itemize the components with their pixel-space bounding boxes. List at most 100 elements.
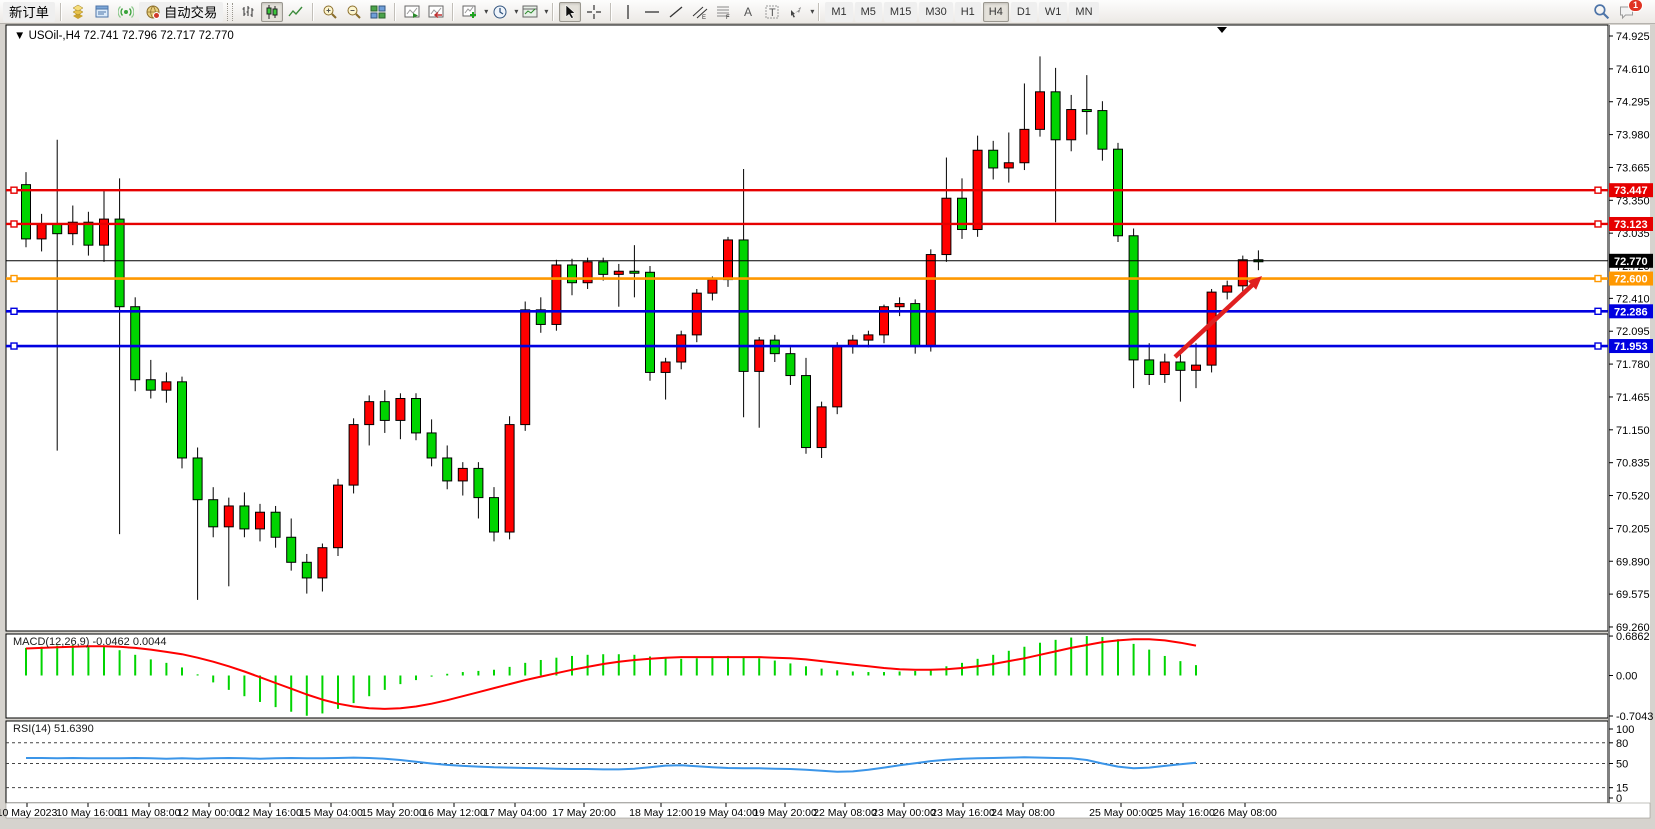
- toolbar-separator: [59, 2, 62, 21]
- arrows-caret-icon[interactable]: ▾: [810, 7, 815, 16]
- gold-layers-icon[interactable]: [67, 2, 89, 22]
- timeframe-w1-button[interactable]: W1: [1038, 1, 1068, 22]
- autotrade-button[interactable]: 自动交易: [138, 1, 224, 22]
- svg-text:73.123: 73.123: [1614, 219, 1648, 231]
- timeframe-m15-button[interactable]: M15: [883, 1, 918, 22]
- zoom-out-icon[interactable]: [343, 2, 365, 22]
- svg-text:69.260: 69.260: [1616, 622, 1650, 634]
- vertical-line-icon[interactable]: [617, 2, 639, 22]
- svg-text:73.980: 73.980: [1616, 130, 1650, 142]
- svg-text:12 May 00:00: 12 May 00:00: [177, 807, 241, 819]
- svg-text:15 May 04:00: 15 May 04:00: [299, 807, 363, 819]
- periods-icon[interactable]: [489, 2, 511, 22]
- candlestick-chart-icon[interactable]: [261, 1, 284, 22]
- channel-icon[interactable]: E: [689, 2, 711, 22]
- svg-text:72.770: 72.770: [1614, 256, 1648, 268]
- timeframe-group: M1 M5 M15 M30 H1 H4 D1 W1 MN: [824, 1, 1099, 22]
- toolbar-separator: [552, 2, 555, 21]
- price-axis: 74.925 74.610 74.295 73.980 73.665 73.350 73.0…: [1609, 31, 1653, 805]
- timeframe-m30-button[interactable]: M30: [919, 1, 953, 22]
- auto-scroll-icon[interactable]: [401, 2, 423, 22]
- market-watch-icon[interactable]: [91, 2, 113, 22]
- svg-text:73.665: 73.665: [1616, 162, 1650, 174]
- svg-text:0.00: 0.00: [1616, 671, 1637, 683]
- trend-line-icon[interactable]: [665, 2, 687, 22]
- timeframe-m5-button[interactable]: M5: [854, 1, 882, 22]
- svg-text:70.205: 70.205: [1616, 523, 1650, 535]
- candles-layer[interactable]: [21, 56, 1264, 600]
- svg-text:19 May 04:00: 19 May 04:00: [694, 807, 758, 819]
- svg-text:71.780: 71.780: [1616, 359, 1650, 371]
- bar-chart-icon[interactable]: [237, 2, 259, 22]
- search-icon[interactable]: [1590, 2, 1613, 22]
- horizontal-levels-layer[interactable]: [6, 186, 1608, 350]
- text-icon[interactable]: A: [737, 2, 759, 22]
- new-order-button[interactable]: 新订单: [3, 1, 55, 22]
- cursor-icon[interactable]: [559, 1, 582, 22]
- chart-panels: [5, 24, 1651, 819]
- timeframe-h1-button[interactable]: H1: [954, 1, 981, 22]
- svg-text:73.350: 73.350: [1616, 195, 1650, 207]
- tile-windows-icon[interactable]: [367, 2, 389, 22]
- templates-icon[interactable]: [519, 2, 541, 22]
- svg-text:69.575: 69.575: [1616, 589, 1650, 601]
- timeframe-m1-button[interactable]: M1: [825, 1, 853, 22]
- chart-title: ▼ USOil-,H4 72.741 72.796 72.717 72.770: [14, 30, 234, 42]
- annotations-layer[interactable]: ▼ USOil-,H4 72.741 72.796 72.717 72.770: [14, 27, 1262, 359]
- macd-label: MACD(12,26,9) -0.0462 0.0044: [13, 636, 166, 648]
- svg-text:10 May 2023: 10 May 2023: [0, 807, 58, 819]
- svg-text:24 May 08:00: 24 May 08:00: [991, 807, 1055, 819]
- svg-text:73.447: 73.447: [1614, 185, 1648, 197]
- svg-text:71.953: 71.953: [1614, 341, 1648, 353]
- periods-caret-icon[interactable]: ▾: [514, 7, 519, 16]
- svg-text:100: 100: [1616, 724, 1634, 736]
- svg-text:18 May 12:00: 18 May 12:00: [629, 807, 693, 819]
- timeframe-d1-button[interactable]: D1: [1010, 1, 1037, 22]
- svg-text:80: 80: [1616, 738, 1628, 750]
- line-chart-icon[interactable]: [285, 2, 307, 22]
- arrows-icon[interactable]: [785, 2, 807, 22]
- svg-text:74.610: 74.610: [1616, 64, 1650, 76]
- svg-text:F: F: [726, 15, 730, 20]
- chart-shift-icon[interactable]: [425, 2, 447, 22]
- svg-text:25 May 16:00: 25 May 16:00: [1151, 807, 1215, 819]
- toolbar-separator: [818, 2, 821, 21]
- main-toolbar: 新订单 自动交易 ▾ ▾ ▾ E F A T ▾ M1 M5 M15 M30 H1 H4 D…: [0, 0, 1655, 24]
- templates-caret-icon[interactable]: ▾: [544, 7, 549, 16]
- svg-text:17 May 04:00: 17 May 04:00: [483, 807, 547, 819]
- rsi-line: [26, 756, 1197, 773]
- chart-canvas[interactable]: MACD(12,26,9) -0.0462 0.0044 RSI(14) 51.…: [0, 24, 1655, 829]
- timeframe-h4-button[interactable]: H4: [982, 1, 1009, 22]
- timeframe-mn-button[interactable]: MN: [1069, 1, 1099, 22]
- fibonacci-icon[interactable]: F: [713, 2, 735, 22]
- svg-text:0.6862: 0.6862: [1616, 631, 1650, 643]
- indicators-caret-icon[interactable]: ▾: [484, 7, 489, 16]
- comment-icon[interactable]: 1: [1615, 0, 1643, 22]
- svg-text:T: T: [769, 7, 776, 19]
- svg-text:17 May 20:00: 17 May 20:00: [552, 807, 616, 819]
- crosshair-icon[interactable]: [583, 2, 605, 22]
- svg-text:69.890: 69.890: [1616, 556, 1650, 568]
- svg-text:15 May 20:00: 15 May 20:00: [361, 807, 425, 819]
- svg-text:72.600: 72.600: [1614, 274, 1648, 286]
- svg-text:50: 50: [1616, 759, 1628, 771]
- indicators-icon[interactable]: [459, 2, 481, 22]
- horizontal-line-icon[interactable]: [641, 2, 663, 22]
- zoom-in-icon[interactable]: [319, 2, 341, 22]
- svg-text:72.286: 72.286: [1614, 306, 1648, 318]
- svg-text:73.035: 73.035: [1616, 228, 1650, 240]
- signal-icon[interactable]: [115, 2, 137, 22]
- text-label-icon[interactable]: T: [761, 2, 783, 22]
- rsi-label: RSI(14) 51.6390: [13, 723, 94, 735]
- trend-arrow[interactable]: [1173, 281, 1257, 359]
- svg-text:A: A: [744, 5, 752, 19]
- notification-badge: 1: [1627, 0, 1643, 12]
- svg-text:19 May 20:00: 19 May 20:00: [753, 807, 817, 819]
- macd-signal-line: [25, 638, 1197, 710]
- svg-text:11 May 08:00: 11 May 08:00: [118, 807, 181, 819]
- svg-text:72.095: 72.095: [1616, 326, 1650, 338]
- toolbar-separator: [610, 2, 613, 21]
- shift-marker-icon[interactable]: [1217, 27, 1227, 33]
